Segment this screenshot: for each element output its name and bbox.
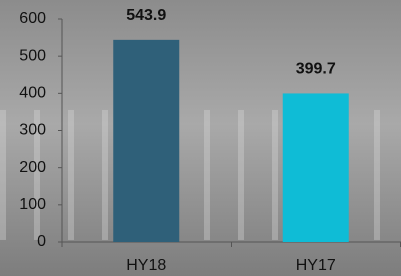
data-label: 543.9 (126, 7, 166, 24)
data-label: 399.7 (296, 61, 336, 78)
x-tick-label: HY18 (126, 257, 166, 274)
y-tick-label: 400 (19, 85, 46, 102)
y-tick-label: 600 (19, 10, 46, 27)
y-tick-label: 0 (37, 233, 46, 250)
y-tick-label: 300 (19, 122, 46, 139)
chart: 0 100 200 300 400 500 600 HY18 543.9 HY17 399.7 (0, 0, 401, 276)
y-tick-label: 200 (19, 159, 46, 176)
bar (283, 93, 349, 242)
bar (113, 40, 179, 242)
y-tick-label: 500 (19, 47, 46, 64)
x-tick-label: HY17 (296, 257, 336, 274)
y-tick-label: 100 (19, 196, 46, 213)
